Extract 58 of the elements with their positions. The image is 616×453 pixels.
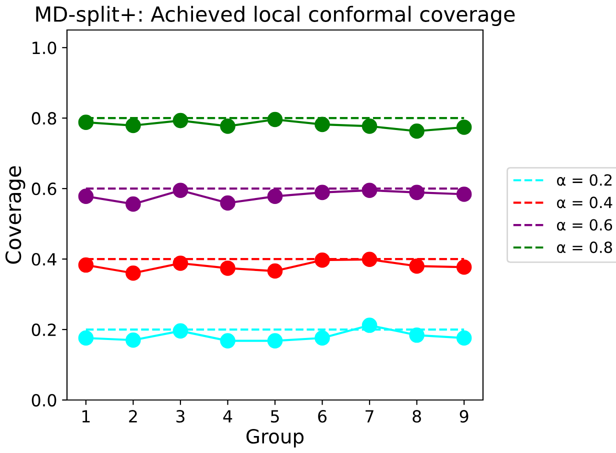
point bbox=[126, 196, 141, 212]
y-tick-label: 0.0 bbox=[32, 394, 56, 407]
y-tick-label: 0.4 bbox=[32, 253, 56, 266]
point bbox=[267, 263, 283, 279]
point bbox=[172, 256, 188, 271]
point bbox=[126, 266, 141, 281]
y-tick-label: 0.2 bbox=[32, 323, 56, 336]
point bbox=[314, 184, 330, 200]
point bbox=[409, 258, 424, 274]
x-tick-label: 3 bbox=[176, 410, 184, 423]
point bbox=[220, 195, 236, 211]
point bbox=[362, 318, 378, 333]
point bbox=[126, 118, 141, 134]
point bbox=[267, 188, 283, 204]
chart-title: MD-split+: Achieved local conformal coverage bbox=[36, 6, 515, 26]
point bbox=[409, 328, 424, 343]
point bbox=[267, 112, 283, 128]
point bbox=[78, 330, 94, 346]
x-tick-label: 5 bbox=[270, 410, 279, 423]
point bbox=[267, 333, 283, 348]
point bbox=[362, 182, 378, 198]
point bbox=[456, 330, 472, 346]
y-tick-label: 0.6 bbox=[32, 182, 56, 196]
point bbox=[409, 184, 424, 200]
point bbox=[172, 323, 188, 339]
y-axis-title: Coverage bbox=[5, 166, 26, 264]
y-tick-label: 1.0 bbox=[32, 42, 56, 54]
legend-label: α = 0.4 bbox=[557, 196, 612, 208]
point bbox=[456, 186, 472, 202]
legend-label: α = 0.8 bbox=[557, 242, 612, 254]
point bbox=[362, 118, 378, 134]
x-tick-label: 1 bbox=[82, 410, 90, 422]
x-tick-label: 2 bbox=[129, 410, 137, 422]
point bbox=[409, 123, 424, 139]
point bbox=[78, 114, 94, 130]
point bbox=[314, 116, 330, 132]
point bbox=[220, 333, 236, 348]
point bbox=[126, 332, 141, 348]
point bbox=[456, 120, 472, 135]
point bbox=[172, 182, 188, 198]
x-tick-label: 8 bbox=[412, 410, 421, 423]
legend-label: α = 0.6 bbox=[557, 219, 612, 231]
point bbox=[362, 252, 378, 268]
point bbox=[314, 330, 330, 346]
x-tick-label: 7 bbox=[366, 410, 374, 422]
point bbox=[172, 112, 188, 128]
point bbox=[220, 118, 236, 134]
x-tick-label: 6 bbox=[318, 410, 327, 423]
x-tick-label: 4 bbox=[223, 410, 232, 422]
legend-label: α = 0.2 bbox=[557, 174, 612, 186]
point bbox=[220, 260, 236, 276]
point bbox=[456, 260, 472, 275]
point bbox=[314, 252, 330, 268]
x-axis-title: Group bbox=[246, 428, 304, 448]
point bbox=[78, 188, 94, 204]
y-tick-label: 0.8 bbox=[32, 112, 56, 125]
x-tick-label: 9 bbox=[460, 410, 468, 423]
point bbox=[78, 257, 94, 273]
